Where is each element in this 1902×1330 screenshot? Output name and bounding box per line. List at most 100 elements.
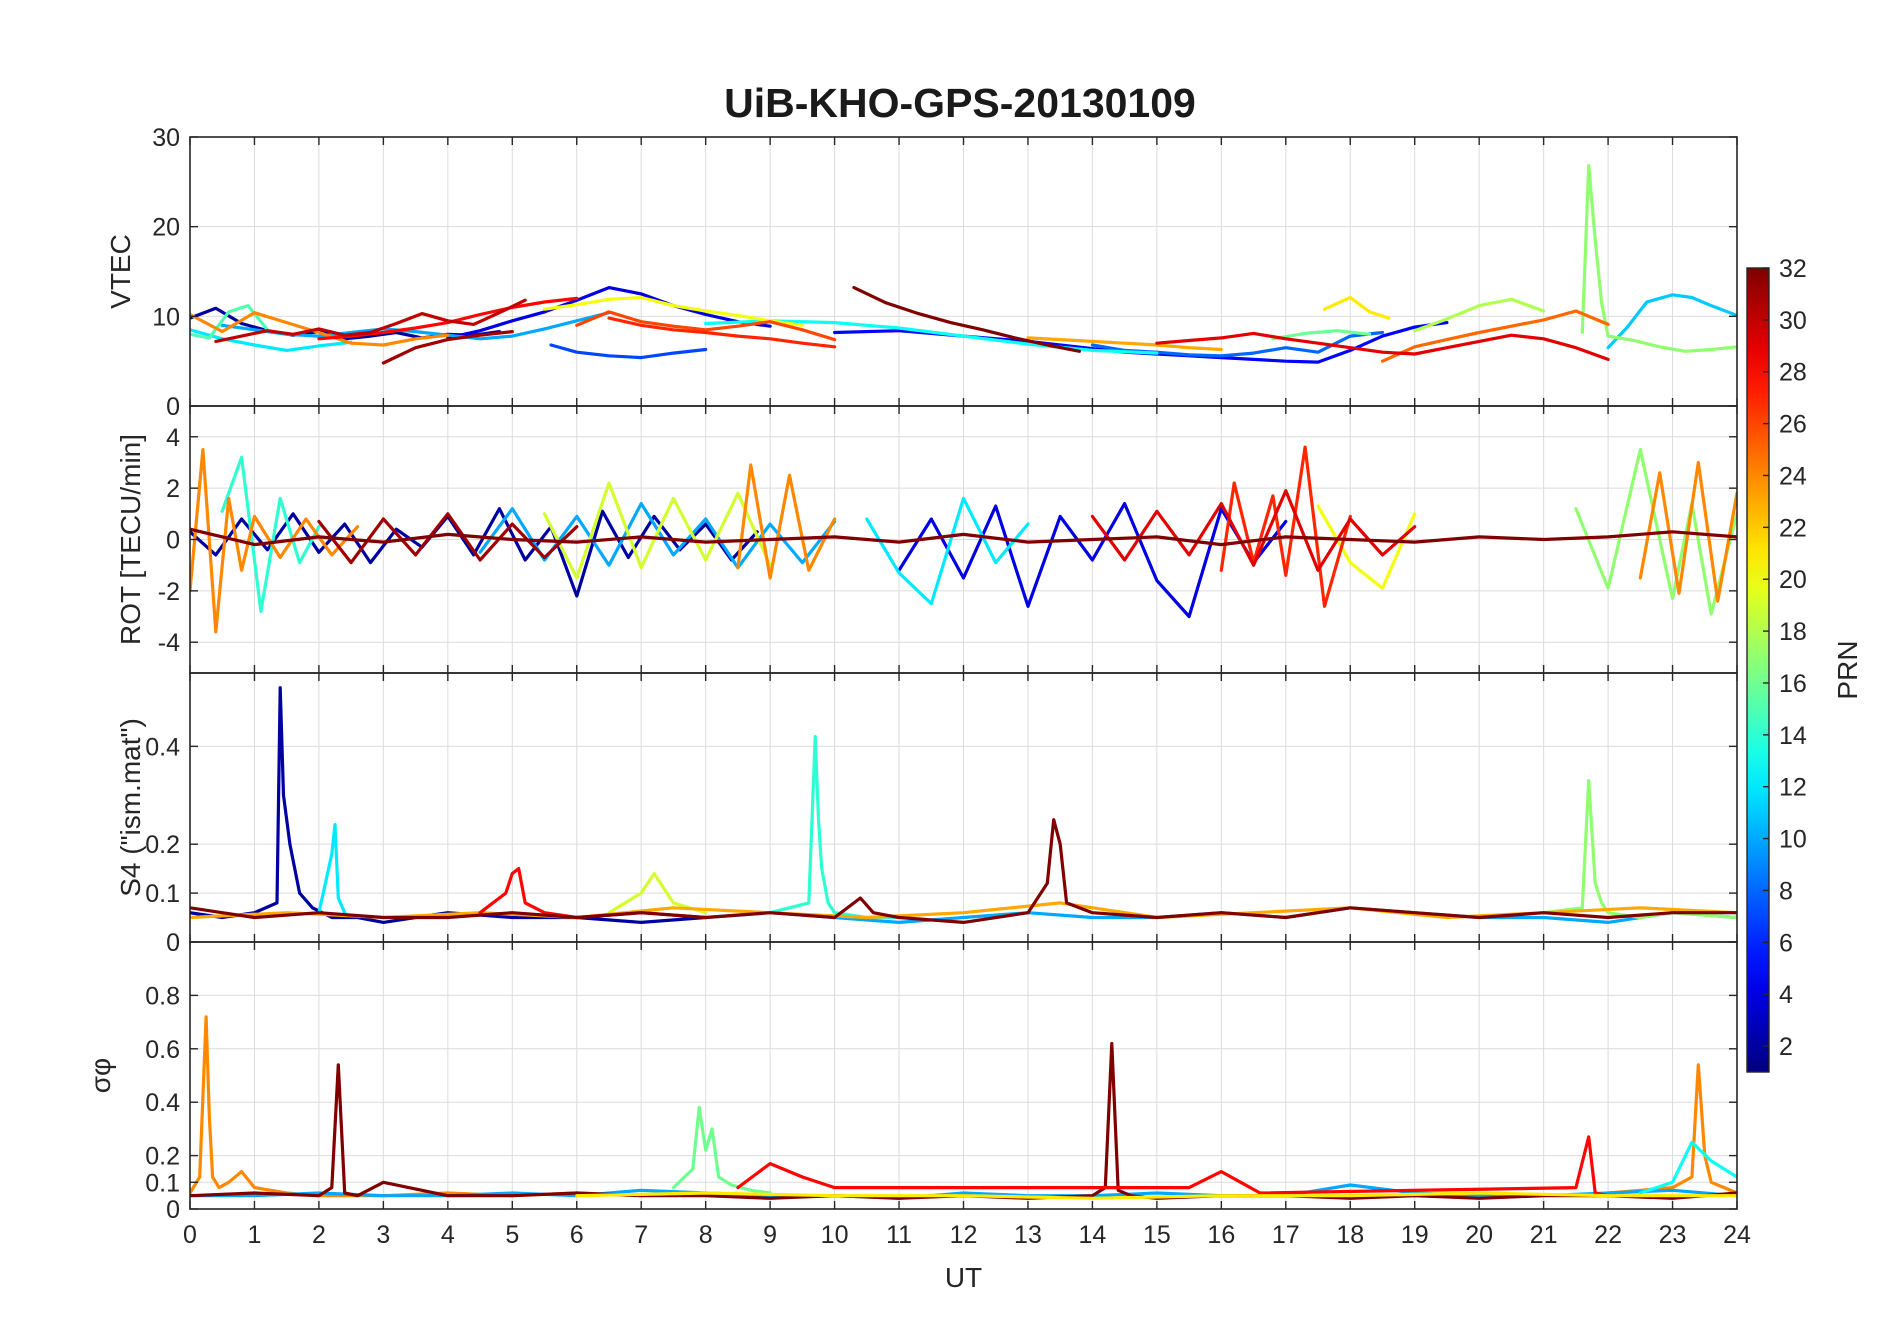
y-tick-label: 10 bbox=[152, 303, 180, 331]
series-prn-4 bbox=[446, 286, 772, 340]
x-tick-label: 13 bbox=[1014, 1221, 1042, 1249]
y-tick-label: 0.1 bbox=[145, 880, 180, 908]
colorbar-tick-label: 30 bbox=[1779, 307, 1807, 335]
series-prn-19 bbox=[607, 871, 708, 915]
x-tick-label: 3 bbox=[376, 1221, 390, 1249]
panel-vtec: 0 10 20 30 VTEC bbox=[105, 124, 1738, 421]
y-tick-label: 0.1 bbox=[145, 1169, 180, 1197]
series-prn-17 bbox=[1542, 779, 1737, 920]
series-prn-24 bbox=[190, 1015, 772, 1198]
y-tick-label: 20 bbox=[152, 214, 180, 242]
panel-s4: 0 0.1 0.2 0.4S4 ("ism.mat") bbox=[115, 672, 1738, 957]
x-tick-label: 7 bbox=[634, 1221, 648, 1249]
series-prn-30 bbox=[214, 298, 527, 343]
series-prn-13 bbox=[1638, 1140, 1737, 1195]
x-tick-label: 24 bbox=[1723, 1221, 1751, 1249]
series-prn-24 bbox=[190, 311, 450, 347]
x-tick-label: 10 bbox=[821, 1221, 849, 1249]
x-tick-label: 18 bbox=[1336, 1221, 1364, 1249]
x-tick-label: 8 bbox=[699, 1221, 713, 1249]
colorbar-gradient bbox=[1746, 267, 1770, 1073]
y-tick-label: -4 bbox=[158, 629, 180, 657]
series-prn-18 bbox=[1413, 297, 1546, 333]
series-prn-27 bbox=[1219, 445, 1352, 608]
series-prn-20 bbox=[542, 295, 804, 327]
y-axis-label: VTEC bbox=[105, 234, 136, 309]
x-tick-label: 0 bbox=[183, 1221, 197, 1249]
x-tick-label: 15 bbox=[1143, 1221, 1171, 1249]
y-tick-label: 0.6 bbox=[145, 1036, 180, 1064]
y-axis-label: S4 ("ism.mat") bbox=[115, 718, 146, 897]
colorbar-tick-label: 32 bbox=[1779, 255, 1807, 283]
colorbar-tick-label: 6 bbox=[1779, 929, 1793, 957]
colorbar-tick-label: 14 bbox=[1779, 722, 1807, 750]
series-prn-17 bbox=[1580, 164, 1737, 353]
y-tick-label: 4 bbox=[166, 424, 180, 452]
colorbar-tick-label: 12 bbox=[1779, 774, 1807, 802]
y-tick-label: 0.2 bbox=[145, 1143, 180, 1171]
y-tick-label: 2 bbox=[166, 475, 180, 503]
series-prn-25 bbox=[1380, 309, 1610, 363]
series-prn-23 bbox=[1026, 336, 1223, 352]
y-tick-label: 0.8 bbox=[145, 982, 180, 1010]
colorbar-tick-label: 16 bbox=[1779, 670, 1807, 698]
y-tick-label: 0.4 bbox=[145, 733, 180, 761]
colorbar-tick-label: 26 bbox=[1779, 411, 1807, 439]
y-tick-label: 0 bbox=[166, 527, 180, 555]
series-prn-27 bbox=[607, 316, 837, 349]
series-prn-31 bbox=[317, 512, 579, 565]
x-axis-label: UT bbox=[945, 1262, 982, 1293]
figure-title: UiB-KHO-GPS-20130109 bbox=[724, 80, 1196, 126]
series-prn-12 bbox=[865, 496, 1030, 606]
x-tick-label: 11 bbox=[886, 1221, 912, 1249]
x-tick-label: 6 bbox=[570, 1221, 584, 1249]
x-tick-label: 20 bbox=[1465, 1221, 1493, 1249]
colorbar-tick-label: 2 bbox=[1779, 1033, 1793, 1061]
series-prn-29 bbox=[1155, 331, 1610, 361]
colorbar-tick-label: 4 bbox=[1779, 981, 1793, 1009]
colorbar-tick-label: 18 bbox=[1779, 618, 1807, 646]
x-tick-label: 12 bbox=[950, 1221, 978, 1249]
series-prn-12 bbox=[190, 328, 353, 352]
series-prn-11 bbox=[1606, 293, 1737, 350]
series-prn-7 bbox=[549, 343, 708, 360]
panel-rot: -4 -2 0 2 4 ROT [TECU/min] bbox=[115, 405, 1738, 674]
x-tick-label: 14 bbox=[1079, 1221, 1107, 1249]
series-prn-28 bbox=[736, 1135, 1610, 1198]
series-prn-24 bbox=[736, 463, 837, 580]
x-tick-label: 5 bbox=[505, 1221, 519, 1249]
colorbar-tick-label: 20 bbox=[1779, 566, 1807, 594]
series-prn-21 bbox=[575, 1191, 1737, 1200]
x-tick-label: 22 bbox=[1594, 1221, 1622, 1249]
series-prn-21 bbox=[1322, 295, 1391, 320]
y-axis-label: σφ bbox=[85, 1058, 116, 1093]
series-prn-20 bbox=[1316, 504, 1417, 590]
series-prn-17 bbox=[1574, 448, 1737, 616]
series-prn-31 bbox=[381, 330, 514, 365]
series-prn-16 bbox=[671, 1105, 772, 1195]
x-tick-label: 1 bbox=[248, 1221, 262, 1249]
series-prn-5 bbox=[833, 321, 1449, 364]
colorbar-label: PRN bbox=[1832, 640, 1863, 699]
x-tick-label: 23 bbox=[1659, 1221, 1687, 1249]
series-prn-2 bbox=[190, 507, 759, 598]
series-prn-32 bbox=[190, 527, 1737, 547]
colorbar-tick-label: 24 bbox=[1779, 462, 1807, 490]
series-group bbox=[190, 686, 1737, 924]
x-tick-label: 19 bbox=[1401, 1221, 1429, 1249]
x-tick-label: 17 bbox=[1272, 1221, 1300, 1249]
series-prn-16 bbox=[1271, 329, 1372, 341]
y-tick-label: 30 bbox=[152, 124, 180, 152]
y-tick-label: 0 bbox=[166, 929, 180, 957]
series-prn-24 bbox=[1638, 460, 1737, 603]
y-tick-label: 0.4 bbox=[145, 1089, 180, 1117]
y-tick-label: -2 bbox=[158, 578, 180, 606]
x-tick-label: 16 bbox=[1207, 1221, 1235, 1249]
colorbar-tick-label: 8 bbox=[1779, 877, 1793, 905]
x-tick-label: 9 bbox=[763, 1221, 777, 1249]
x-tick-label: 21 bbox=[1530, 1221, 1558, 1249]
